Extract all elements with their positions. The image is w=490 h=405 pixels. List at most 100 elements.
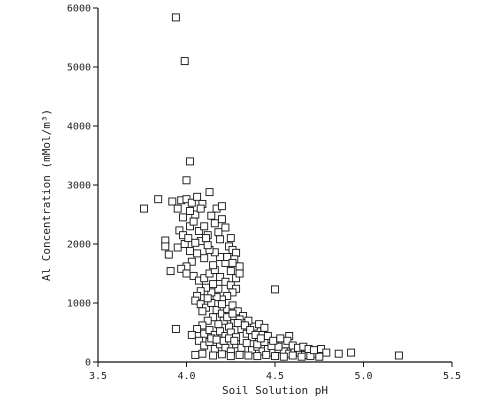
data-point <box>200 254 209 263</box>
data-point <box>242 339 251 348</box>
data-point <box>315 352 324 361</box>
y-tick-label: 1000 <box>67 299 91 310</box>
data-point <box>276 334 285 343</box>
data-point <box>263 332 272 340</box>
data-point <box>288 351 297 360</box>
data-point <box>203 241 212 250</box>
data-point <box>186 157 194 166</box>
x-tick-label: 5.5 <box>443 371 461 382</box>
data-point <box>217 300 226 309</box>
data-point <box>205 188 214 197</box>
data-point <box>279 352 288 361</box>
data-point <box>184 234 193 243</box>
data-point <box>309 346 318 355</box>
data-point <box>269 336 278 345</box>
data-point <box>240 321 249 330</box>
data-point <box>173 204 182 213</box>
y-ticks: 0 1000 2000 3000 4000 5000 6000 <box>67 4 98 369</box>
data-point <box>283 336 292 345</box>
data-point <box>228 301 237 310</box>
y-tick-label: 6000 <box>67 4 91 15</box>
data-point <box>161 242 170 251</box>
y-axis-label: Al Concentration (mMol/m³) <box>40 109 53 281</box>
y-tick-label: 3000 <box>67 181 91 192</box>
data-point <box>200 222 209 231</box>
data-point <box>193 192 202 201</box>
data-point <box>198 349 207 358</box>
data-point <box>235 269 244 278</box>
data-point <box>210 219 219 228</box>
axes <box>97 8 452 363</box>
x-tick-label: 4.5 <box>266 371 284 382</box>
data-point <box>214 320 223 329</box>
data-point <box>203 294 212 303</box>
data-point <box>212 293 221 302</box>
data-point <box>226 352 235 361</box>
data-point <box>256 334 265 343</box>
data-point <box>217 215 226 224</box>
data-point <box>209 280 218 289</box>
data-point <box>253 352 262 361</box>
data-point <box>235 262 244 271</box>
data-point <box>226 234 235 243</box>
data-point <box>202 234 210 243</box>
data-point <box>177 264 186 273</box>
y-tick-label: 4000 <box>67 122 91 133</box>
data-point <box>189 217 198 226</box>
data-point <box>223 253 232 261</box>
data-point <box>232 248 241 257</box>
x-tick-label: 5.0 <box>354 371 372 382</box>
data-point <box>271 285 279 294</box>
data-point <box>168 197 177 206</box>
data-point <box>246 326 255 335</box>
data-point <box>140 204 148 213</box>
data-point <box>217 350 226 359</box>
data-point <box>179 213 187 222</box>
x-axis-label: Soil Solution pH <box>222 384 328 397</box>
x-tick-label: 4.0 <box>177 371 195 382</box>
y-tick-label: 2000 <box>67 240 91 251</box>
data-point <box>262 350 271 359</box>
data-point <box>205 326 214 335</box>
data-point <box>187 257 196 266</box>
data-point <box>322 348 331 357</box>
data-point <box>187 330 196 339</box>
data-point <box>260 323 269 332</box>
data-point <box>171 13 180 22</box>
data-point <box>216 235 225 244</box>
data-point <box>271 352 279 361</box>
data-point <box>186 207 194 215</box>
data-point <box>212 335 221 344</box>
data-point <box>198 307 207 316</box>
y-tick-label: 5000 <box>67 63 91 74</box>
data-point <box>194 227 203 235</box>
data-point <box>189 271 198 280</box>
data-point <box>209 351 218 360</box>
data-point <box>200 274 209 283</box>
data-point <box>221 223 230 232</box>
y-tick-label: 0 <box>85 358 91 369</box>
data-points <box>140 13 403 361</box>
data-point <box>171 325 180 333</box>
data-point <box>228 258 237 267</box>
data-point <box>226 267 235 276</box>
x-tick-label: 3.5 <box>89 371 107 382</box>
data-point <box>187 198 196 207</box>
data-point <box>394 351 403 360</box>
data-point <box>196 204 205 213</box>
data-point <box>334 349 343 358</box>
data-point <box>214 284 223 293</box>
data-point <box>203 316 212 325</box>
data-point <box>191 350 200 359</box>
data-point <box>230 336 239 345</box>
data-point <box>182 176 191 185</box>
data-point <box>209 261 218 270</box>
data-point <box>347 348 356 357</box>
data-point <box>173 243 182 252</box>
data-point <box>207 211 216 220</box>
data-point <box>191 238 200 247</box>
data-point <box>166 267 175 276</box>
data-point <box>180 57 189 66</box>
data-point <box>216 327 225 336</box>
